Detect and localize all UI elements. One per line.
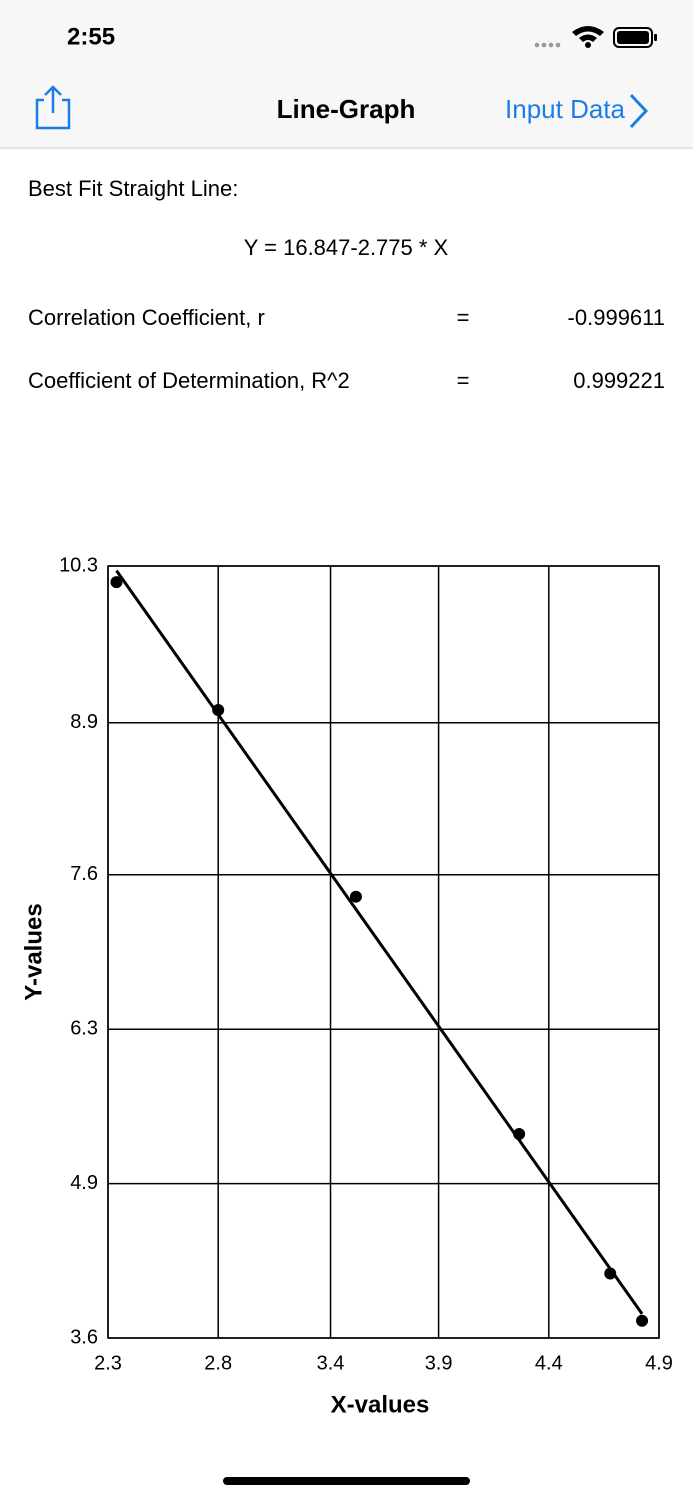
input-data-button[interactable]: Input Data: [505, 94, 626, 124]
stat-value: 0.999221: [573, 368, 665, 393]
chevron-icon[interactable]: [629, 93, 649, 129]
data-point: [349, 890, 362, 903]
stat-equals: =: [457, 368, 470, 393]
share-button[interactable]: [35, 85, 71, 130]
y-tick-label: 7.6: [70, 863, 98, 885]
status-icons: [534, 26, 657, 48]
x-tick-label: 2.3: [94, 1352, 122, 1374]
x-tick-label: 2.8: [204, 1352, 232, 1374]
y-axis-label: Y-values: [20, 903, 47, 1000]
y-tick-label: 10.3: [59, 554, 98, 576]
header-background: [0, 0, 693, 148]
y-tick-label: 4.9: [70, 1172, 98, 1194]
x-tick-label: 4.9: [645, 1352, 673, 1374]
plot-frame: [107, 565, 660, 1339]
stat-equals: =: [457, 305, 470, 330]
status-time: 2:55: [67, 23, 115, 50]
stat-label: Coefficient of Determination, R^2: [28, 368, 350, 393]
fit-heading: Best Fit Straight Line:: [28, 176, 238, 201]
y-tick-label: 3.6: [70, 1326, 98, 1348]
data-point: [212, 704, 225, 717]
nav-title: Line-Graph: [277, 94, 416, 124]
stat-label: Correlation Coefficient, r: [28, 305, 265, 330]
data-point: [636, 1314, 649, 1327]
x-tick-label: 3.4: [317, 1352, 345, 1374]
home-indicator: [223, 1477, 470, 1485]
data-point: [513, 1128, 526, 1141]
x-tick-label: 3.9: [425, 1352, 453, 1374]
fit-line: [115, 569, 644, 1315]
stat-value: -0.999611: [568, 305, 665, 330]
x-axis-label: X-values: [331, 1391, 430, 1418]
data-point: [110, 576, 123, 589]
x-tick-label: 4.4: [535, 1352, 563, 1374]
fit-equation: Y = 16.847-2.775 * X: [244, 235, 449, 260]
y-tick-label: 8.9: [70, 711, 98, 733]
data-point: [604, 1267, 617, 1280]
y-tick-label: 6.3: [70, 1017, 98, 1039]
